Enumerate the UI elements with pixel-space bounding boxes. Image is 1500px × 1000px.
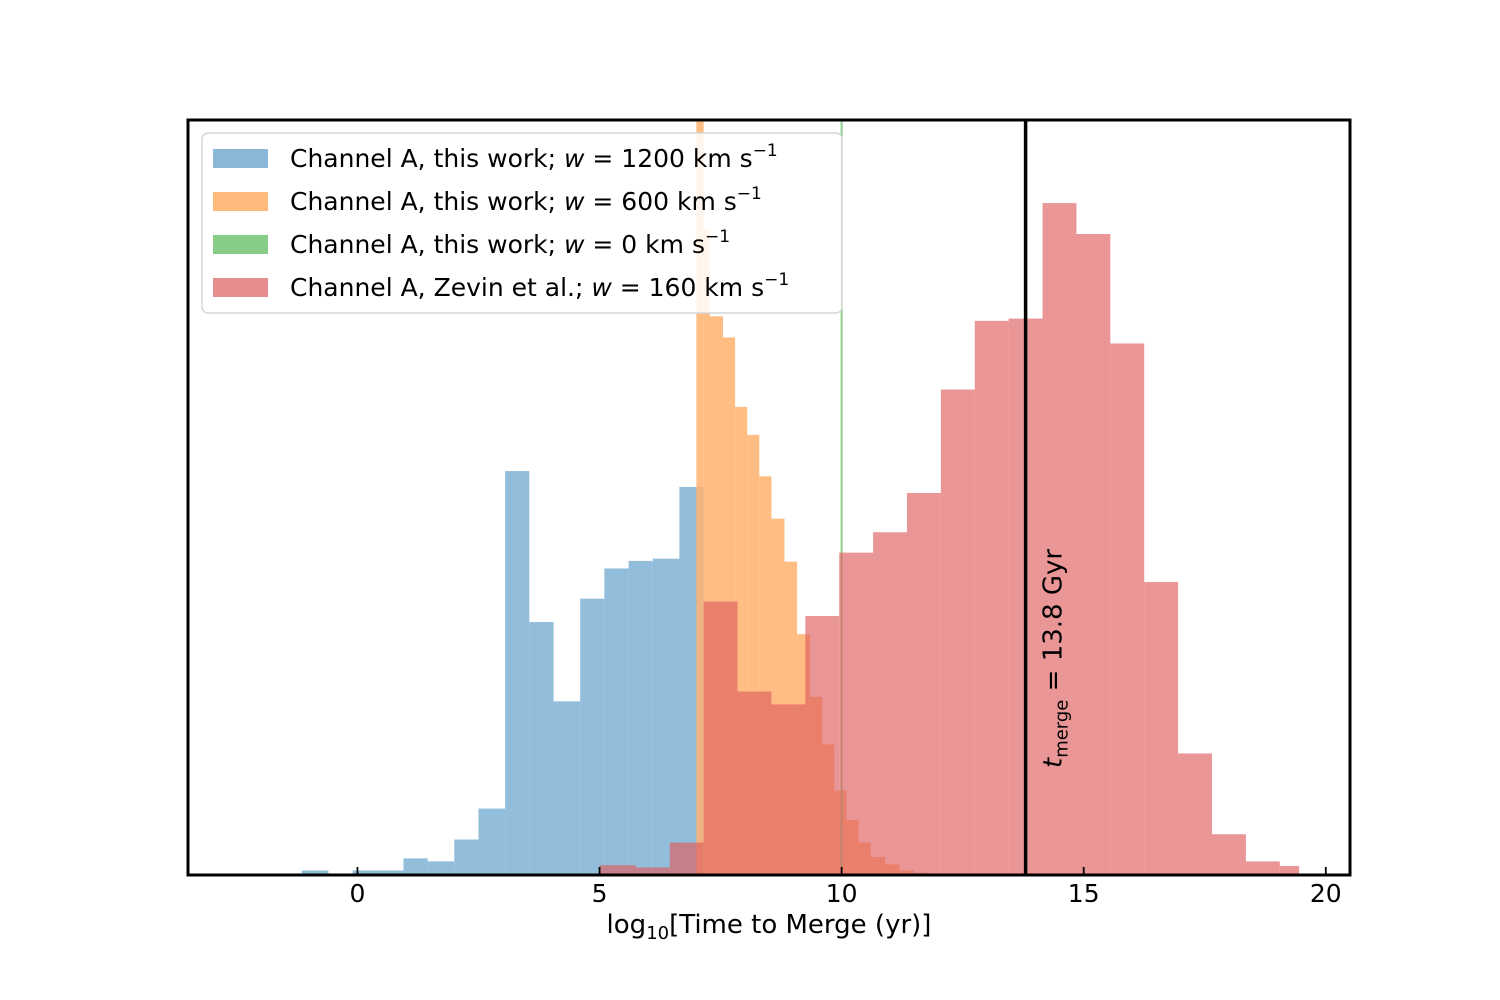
blue-bar	[505, 471, 530, 875]
red-bar	[1076, 234, 1111, 875]
legend-swatch-green	[213, 235, 268, 254]
red-bar	[1042, 203, 1077, 875]
red-bar	[873, 532, 907, 875]
orange-bar	[696, 120, 704, 875]
x-axis-label-sub: 10	[646, 923, 669, 944]
annotation-symbol: t	[1039, 757, 1069, 768]
legend: Channel A, this work; w = 1200 km s−1 Cha…	[201, 132, 843, 314]
red-bar	[974, 320, 1009, 875]
red-bar	[771, 704, 806, 875]
legend-swatch-blue	[213, 149, 268, 168]
x-tick-label: 15	[1068, 879, 1100, 908]
red-bar	[703, 601, 738, 875]
red-bar	[1279, 865, 1300, 875]
red-bar	[805, 616, 840, 875]
x-tick-label: 20	[1310, 879, 1342, 908]
blue-bar	[301, 870, 329, 875]
x-axis-label: log10[Time to Merge (yr)]	[607, 910, 932, 944]
legend-swatch-red	[213, 278, 268, 297]
red-bar	[1212, 834, 1246, 875]
legend-box	[201, 132, 843, 314]
legend-label-blue: Channel A, this work; w = 1200 km s−1	[290, 141, 778, 173]
blue-bar	[580, 598, 605, 875]
blue-bar	[553, 701, 581, 875]
legend-label-red: Channel A, Zevin et al.; w = 160 km s−1	[290, 270, 789, 302]
blue-bar	[352, 870, 404, 875]
red-bar	[1245, 861, 1280, 875]
red-bar	[906, 492, 941, 875]
blue-bar	[604, 568, 629, 875]
x-tick-label: 10	[826, 879, 858, 908]
blue-bar	[478, 808, 506, 875]
red-bar	[940, 389, 975, 875]
orange-bar	[703, 229, 710, 875]
histogram-bars	[243, 120, 1300, 875]
plot-frame	[186, 118, 1352, 877]
x-tick-label: 5	[592, 879, 608, 908]
legend-label-green: Channel A, this work; w = 0 km s−1	[290, 227, 730, 259]
x-tick-label: 0	[350, 879, 366, 908]
merge-time-annotation: tmerge = 13.8 Gyr	[1039, 549, 1073, 768]
red-bar	[669, 842, 704, 875]
blue-bar	[628, 560, 653, 875]
red-bar	[1178, 753, 1213, 875]
red-bar	[1110, 343, 1145, 875]
legend-swatch-orange	[213, 192, 268, 211]
annotation-value: = 13.8 Gyr	[1039, 549, 1069, 700]
blue-bar	[403, 858, 428, 875]
blue-bar	[529, 622, 554, 875]
blue-bar	[454, 839, 479, 875]
red-bar	[839, 552, 874, 875]
blue-bar	[427, 861, 455, 875]
x-axis: 0 5 10 15 20	[350, 867, 1342, 908]
legend-label-orange: Channel A, this work; w = 600 km s−1	[290, 184, 762, 216]
red-bar	[599, 865, 636, 875]
blue-bar	[652, 558, 680, 875]
annotation-subscript: merge	[1052, 700, 1073, 758]
x-axis-label-log: log	[607, 910, 647, 940]
red-bar	[737, 691, 772, 875]
red-bar	[1144, 582, 1179, 875]
x-axis-label-text: [Time to Merge (yr)]	[669, 910, 931, 940]
red-bar	[635, 867, 670, 875]
